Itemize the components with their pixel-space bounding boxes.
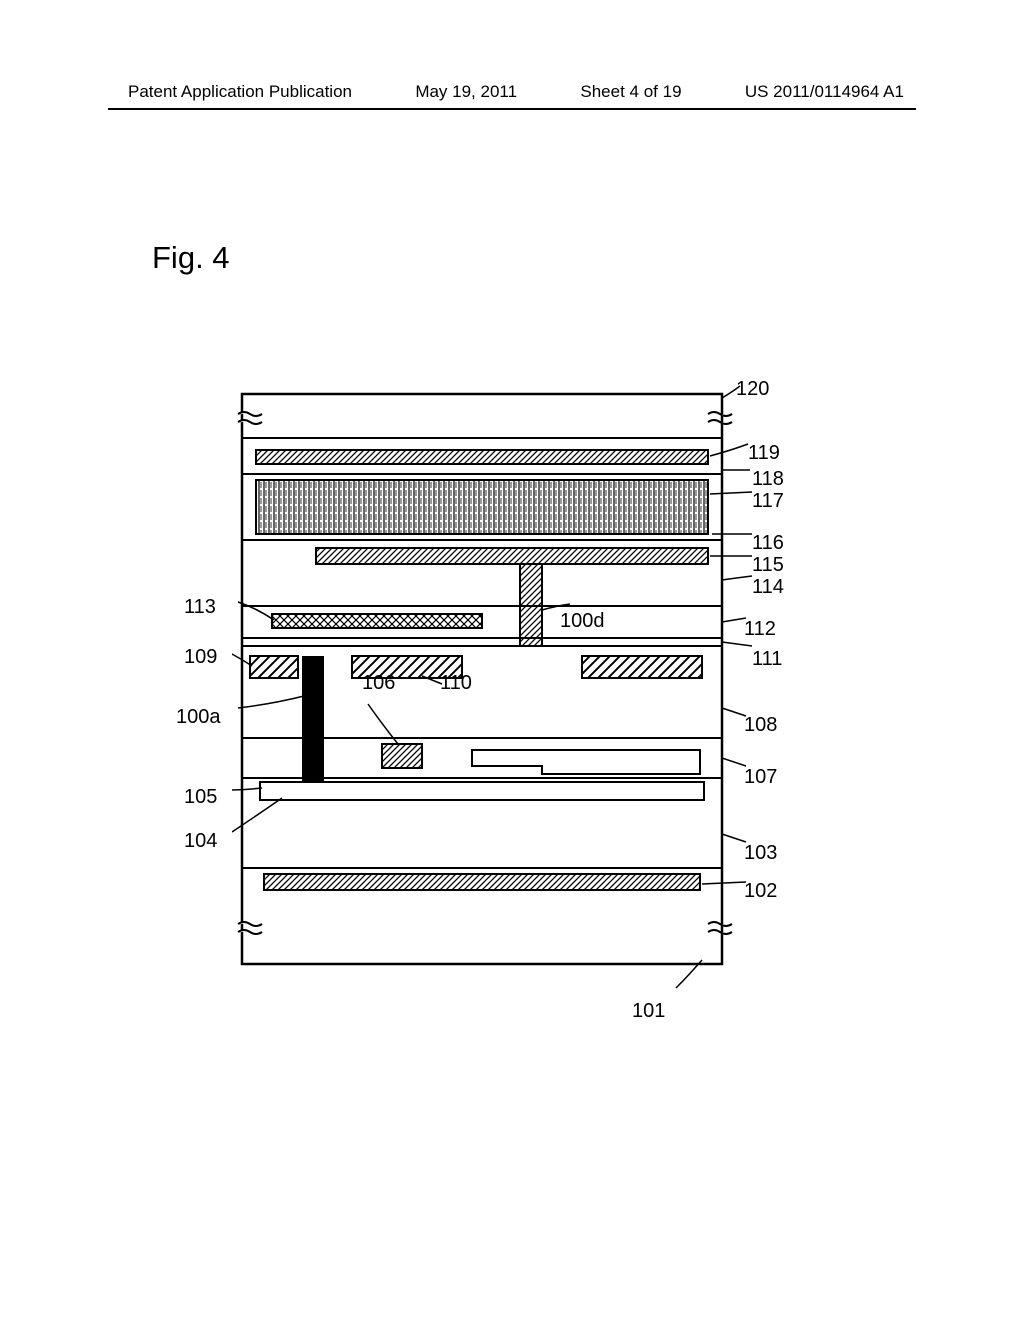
- header: Patent Application Publication May 19, 2…: [0, 82, 1024, 102]
- callout-120: 120: [736, 378, 769, 401]
- callout-103: 103: [744, 842, 777, 865]
- callout-104: 104: [184, 830, 217, 853]
- pub-type: Patent Application Publication: [128, 82, 352, 102]
- callout-101: 101: [632, 1000, 665, 1023]
- callout-107: 107: [744, 766, 777, 789]
- callout-105: 105: [184, 786, 217, 809]
- callout-111: 111: [752, 648, 782, 671]
- callout-115: 115: [752, 554, 784, 577]
- callout-112: 112: [744, 618, 776, 641]
- pub-number: US 2011/0114964 A1: [745, 82, 904, 102]
- callout-114: 114: [752, 576, 784, 599]
- callout-117: 117: [752, 490, 784, 513]
- header-rule: [108, 108, 916, 110]
- page: Patent Application Publication May 19, 2…: [0, 0, 1024, 1320]
- callout-109: 109: [184, 646, 217, 669]
- callout-106: 106: [362, 672, 395, 695]
- callout-118: 118: [752, 468, 784, 491]
- callout-116: 116: [752, 532, 784, 555]
- figure-drawing: [232, 384, 756, 1000]
- figure-label: Fig. 4: [152, 240, 230, 276]
- callout-102: 102: [744, 880, 777, 903]
- callout-113: 113: [184, 596, 216, 619]
- figure-svg: [232, 384, 756, 1000]
- callout-119: 119: [748, 442, 780, 465]
- callout-100d: 100d: [560, 610, 605, 633]
- callout-100a: 100a: [176, 706, 221, 729]
- callout-108: 108: [744, 714, 777, 737]
- sheet-number: Sheet 4 of 19: [580, 82, 681, 102]
- pub-date: May 19, 2011: [415, 82, 517, 102]
- callout-110: 110: [440, 672, 472, 695]
